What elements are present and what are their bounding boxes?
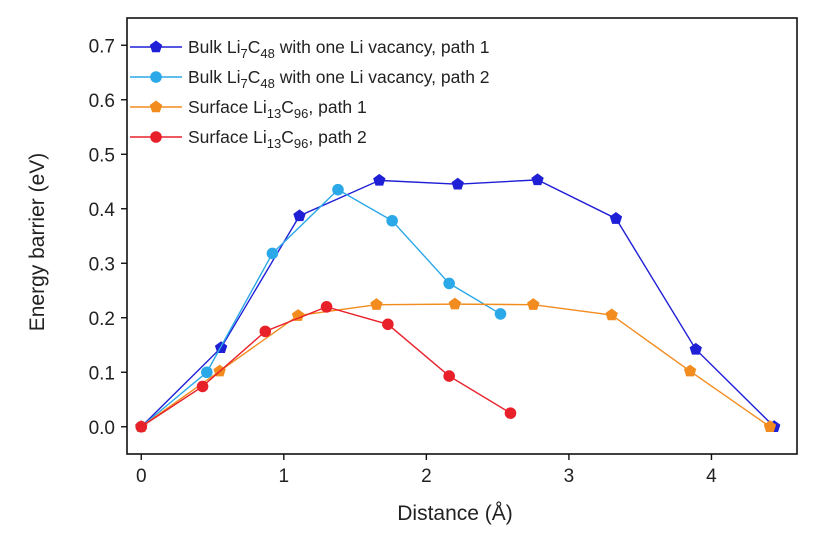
- data-point: [373, 173, 386, 186]
- y-tick-label: 0.0: [89, 418, 115, 439]
- legend-marker: [149, 40, 163, 53]
- data-point: [494, 308, 507, 320]
- legend-label: Bulk Li7C48 with one Li vacancy, path 1: [188, 37, 490, 61]
- data-point: [527, 298, 540, 310]
- legend-label: Surface Li13C96, path 2: [188, 127, 367, 151]
- legend-marker: [149, 100, 163, 113]
- legend-label: Surface Li13C96, path 1: [188, 97, 367, 121]
- data-point: [135, 420, 148, 433]
- y-tick-label: 0.6: [89, 91, 115, 112]
- data-point: [266, 247, 279, 260]
- data-point: [443, 277, 455, 290]
- data-point: [201, 366, 213, 379]
- legend-entry-2: Bulk Li7C48 with one Li vacancy, path 2: [130, 67, 490, 91]
- series-line: [140, 306, 511, 428]
- x-axis-title: Distance (Å): [397, 502, 513, 525]
- legend-entry-3: Surface Li13C96, path 1: [130, 97, 367, 121]
- data-point: [609, 212, 623, 224]
- data-point: [763, 420, 777, 433]
- data-point: [451, 177, 464, 190]
- data-point: [196, 380, 209, 393]
- legend-label: Bulk Li7C48 with one Li vacancy, path 2: [188, 67, 490, 91]
- data-point: [382, 318, 394, 331]
- data-point: [683, 364, 697, 377]
- data-point: [291, 309, 305, 321]
- data-point: [370, 298, 383, 310]
- data-point: [689, 342, 702, 355]
- series-4: [135, 301, 517, 433]
- data-point: [293, 209, 306, 222]
- data-point: [531, 173, 544, 186]
- legend-marker: [150, 131, 162, 143]
- data-point: [605, 308, 618, 321]
- y-axis-title: Energy barrier (eV): [26, 153, 49, 332]
- data-point: [320, 301, 333, 313]
- data-point: [504, 407, 517, 419]
- y-tick-label: 0.5: [89, 145, 115, 166]
- axes: 0 1 2 3 4 0.0 0.1 0.2 0.3 0.4 0.5 0.6 0.7: [89, 17, 798, 487]
- y-tick-label: 0.3: [89, 254, 115, 275]
- data-point: [332, 183, 344, 196]
- series-3: [135, 297, 777, 433]
- x-tick-label: 1: [279, 466, 290, 487]
- data-point: [448, 297, 462, 310]
- x-tick-label: 4: [706, 466, 717, 487]
- y-tick-label: 0.7: [89, 36, 115, 57]
- plot-frame: [126, 17, 798, 455]
- y-tick-label: 0.2: [89, 309, 115, 330]
- y-tick-label: 0.1: [89, 363, 115, 384]
- series-2: [135, 183, 507, 433]
- plot-area: [135, 173, 781, 433]
- y-tick-label: 0.4: [89, 200, 116, 221]
- data-point: [443, 370, 455, 382]
- data-point: [259, 325, 272, 338]
- legend-marker: [150, 71, 162, 83]
- legend-entry-4: Surface Li13C96, path 2: [130, 127, 367, 151]
- data-point: [386, 214, 398, 227]
- x-tick-label: 0: [136, 466, 147, 487]
- x-tick-label: 3: [564, 466, 575, 487]
- legend: Bulk Li7C48 with one Li vacancy, path 1 B…: [130, 37, 490, 151]
- x-tick-label: 2: [421, 466, 432, 487]
- legend-entry-1: Bulk Li7C48 with one Li vacancy, path 1: [130, 37, 490, 61]
